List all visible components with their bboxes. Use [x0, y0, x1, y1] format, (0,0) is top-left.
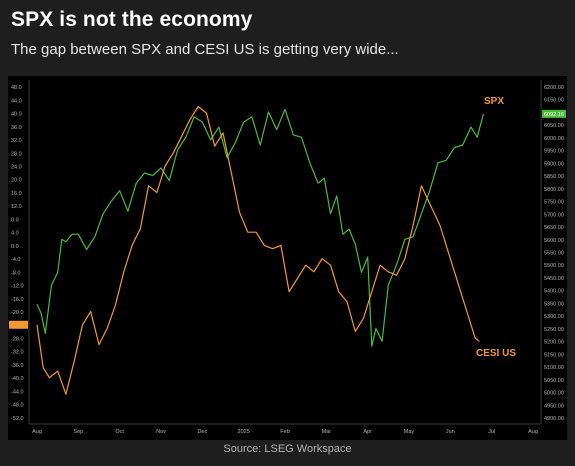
chart-panel: 48.0 44.0 40.0 36.0 32.0 28.0 24.0 20.0 16.0 12.0…	[8, 76, 567, 440]
chart-title: SPX is not the economy	[11, 8, 253, 31]
left-axis-tick-label: -48.0	[11, 403, 24, 409]
right-axis-tick-label: 5950.00	[544, 149, 564, 155]
right-axis-tick-label: 5500.00	[544, 263, 564, 269]
right-axis-tick-label: 5250.00	[544, 327, 564, 333]
x-axis-tick-label: Dec	[197, 429, 207, 435]
x-axis-tick-label: Apr	[363, 429, 372, 435]
chart-subtitle: The gap between SPX and CESI US is getti…	[11, 41, 399, 58]
right-axis-tick-label: 5850.00	[544, 174, 564, 180]
right-axis-tick-label: 5400.00	[544, 289, 564, 295]
right-axis-tick-label: 5900.00	[544, 161, 564, 167]
left-axis-tick-label: 40.0	[11, 112, 22, 118]
left-axis-tick-label: 28.0	[11, 151, 22, 157]
left-axis-tick-label: -44.0	[11, 389, 24, 395]
right-axis-tick-label: 5700.00	[544, 212, 564, 218]
right-axis-tick-label: 5600.00	[544, 238, 564, 244]
x-axis-tick-label: Aug	[32, 429, 42, 435]
left-axis-tick-label: 20.0	[11, 178, 22, 184]
series-line-spx	[36, 108, 484, 347]
right-axis-tick-label: 5300.00	[544, 314, 564, 320]
left-axis-tick-label: 8.0	[11, 217, 19, 223]
left-axis-tick-label: 32.0	[11, 138, 22, 144]
right-axis-tick-label: 5800.00	[544, 187, 564, 193]
x-axis-tick-label: Feb	[280, 429, 289, 435]
left-axis-tick-label: -28.0	[11, 337, 24, 343]
left-axis-tick-label: -40.0	[11, 376, 24, 382]
x-axis-tick-label: Nov	[156, 429, 166, 435]
line-chart: 48.0 44.0 40.0 36.0 32.0 28.0 24.0 20.0 16.0 12.0…	[8, 76, 567, 440]
left-axis-tick-label: -36.0	[11, 363, 24, 369]
right-axis-tick-label: 5550.00	[544, 251, 564, 257]
right-axis-tick-label: 4900.00	[544, 416, 564, 422]
spx-annotation: SPX	[484, 96, 504, 107]
x-axis-tick-label: Jul	[488, 429, 495, 435]
source-note: Source: LSEG Workspace	[223, 443, 352, 455]
left-axis-tick-label: 44.0	[11, 98, 22, 104]
cesi-annotation: CESI US	[476, 348, 516, 359]
left-axis-tick-label: -8.0	[11, 270, 20, 276]
left-axis-tick-label: 12.0	[11, 204, 22, 210]
plot-area	[29, 80, 541, 424]
right-axis-tick-label: 5750.00	[544, 200, 564, 206]
right-axis-tick-label: 6200.00	[544, 85, 564, 91]
right-axis-tick-label: 5150.00	[544, 352, 564, 358]
right-axis-tick-label: 5000.00	[544, 391, 564, 397]
left-axis-tick-label: -16.0	[11, 297, 24, 303]
spx-last-value-tag	[542, 109, 566, 118]
right-axis-tick-label: 5650.00	[544, 225, 564, 231]
x-axis-tick-label: Oct	[115, 429, 124, 435]
left-axis-tick-label: -20.0	[11, 310, 24, 316]
left-axis-tick-label: 0.0	[11, 244, 19, 250]
right-axis-tick-label: 5450.00	[544, 276, 564, 282]
right-axis-tick-label: 4950.00	[544, 403, 564, 409]
x-axis-tick-label: 2025	[238, 429, 250, 435]
right-axis-tick-label: 6000.00	[544, 136, 564, 142]
x-axis-tick-label: Aug	[528, 429, 538, 435]
left-axis-tick-label: -12.0	[11, 284, 24, 290]
left-axis-tick-label: 48.0	[11, 85, 22, 91]
right-axis-tick-label: 5100.00	[544, 365, 564, 371]
left-axis-tick-label: 4.0	[11, 231, 19, 237]
left-axis-tick-label: 24.0	[11, 165, 22, 171]
right-axis-tick-label: 5200.00	[544, 340, 564, 346]
right-axis-tick-label: 6150.00	[544, 98, 564, 104]
x-axis-tick-label: Mar	[322, 429, 332, 435]
right-axis-tick-label: 6050.00	[544, 123, 564, 129]
series-line-cesi-us	[36, 105, 480, 395]
right-axis-tick-label: 5050.00	[544, 378, 564, 384]
spx-last-value-label: 6092.16	[544, 112, 564, 118]
left-axis-tick-label: -32.0	[11, 350, 24, 356]
left-axis-tick-label: -52.0	[11, 416, 24, 422]
left-axis-tick-label: 36.0	[11, 125, 22, 131]
cesi-axis-tag	[9, 320, 28, 329]
x-axis-tick-label: May	[404, 429, 415, 435]
x-axis-tick-label: Jun	[446, 429, 455, 435]
left-axis-tick-label: 16.0	[11, 191, 22, 197]
x-axis-tick-label: Sep	[73, 429, 83, 435]
left-axis-tick-label: -4.0	[11, 257, 20, 263]
right-axis-tick-label: 5350.00	[544, 301, 564, 307]
